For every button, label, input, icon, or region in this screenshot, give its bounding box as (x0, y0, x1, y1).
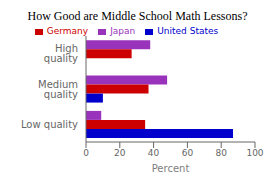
svg-text:Percent: Percent (152, 163, 190, 174)
svg-text:100: 100 (246, 148, 263, 158)
svg-text:Low quality: Low quality (21, 119, 78, 130)
svg-text:40: 40 (148, 148, 160, 158)
html-text:Germany: Germany (46, 26, 89, 36)
svg-text:60: 60 (182, 148, 194, 158)
html-text:Japan: Japan (110, 26, 136, 36)
svg-text:Mediumquality: Mediumquality (38, 79, 78, 100)
svg-text:20: 20 (114, 148, 126, 158)
svg-text:0: 0 (83, 148, 89, 158)
svg-text:80: 80 (215, 148, 227, 158)
html-text:United States: United States (157, 26, 219, 36)
html-text:How Good are Middle School Mat: How Good are Middle School Math Lessons? (27, 9, 248, 23)
svg-text:Highquality: Highquality (44, 43, 78, 64)
